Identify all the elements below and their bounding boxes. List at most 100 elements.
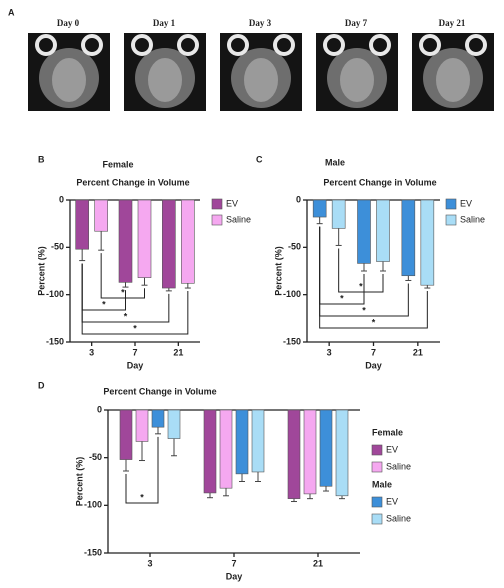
bar	[135, 409, 149, 442]
significance-label: *	[124, 311, 128, 321]
image-label: Day 1	[153, 18, 176, 28]
bar	[137, 199, 152, 278]
bar	[203, 409, 217, 494]
image-label: Day 21	[439, 18, 466, 28]
error-bar	[380, 261, 386, 272]
mri-brain-inner	[52, 58, 86, 102]
bar	[251, 409, 265, 473]
significance-bracket	[338, 248, 384, 293]
y-tick-label: -150	[46, 336, 64, 346]
legend-label: Saline	[386, 513, 411, 523]
bar	[181, 199, 195, 284]
error-bar	[98, 231, 105, 251]
error-bar	[307, 493, 313, 500]
bar	[94, 199, 108, 232]
error-bar	[335, 228, 342, 246]
error-bar	[141, 277, 148, 286]
bar	[357, 199, 371, 264]
image-label: Day 3	[249, 18, 272, 28]
mri-eye	[81, 34, 103, 56]
x-axis-label: Day	[226, 571, 243, 581]
y-tick-label: -150	[283, 336, 301, 346]
mri-eye	[131, 34, 153, 56]
significance-bracket	[81, 263, 189, 335]
x-tick-label: 3	[147, 558, 152, 568]
significance-bracket	[319, 226, 428, 329]
error-bar	[155, 427, 161, 435]
legend-label: Saline	[460, 214, 485, 224]
mri-eye	[465, 34, 487, 56]
legend-label: Saline	[226, 214, 251, 224]
legend-swatch	[371, 496, 383, 508]
y-tick-label: -150	[84, 547, 102, 557]
x-tick-label: 7	[231, 558, 236, 568]
chart-subtitle: Percent Change in Volume	[76, 177, 189, 187]
legend-label: Saline	[386, 461, 411, 471]
legend-label: EV	[386, 496, 398, 506]
y-tick-label: 0	[296, 194, 301, 204]
x-tick-label: 21	[173, 347, 183, 357]
error-bar	[239, 473, 245, 482]
legend-label: EV	[386, 444, 398, 454]
bar	[162, 199, 176, 289]
error-bar	[171, 438, 177, 457]
chart-subtitle: Percent Change in Volume	[323, 177, 436, 187]
error-bar	[223, 488, 229, 497]
mri-eye	[35, 34, 57, 56]
bar	[119, 409, 133, 460]
legend-swatch	[445, 214, 457, 226]
chart-subtitle: Percent Change in Volume	[103, 386, 216, 396]
mri-eye	[273, 34, 295, 56]
significance-label: *	[372, 317, 376, 327]
legend-swatch	[371, 444, 383, 456]
mri-eye	[323, 34, 345, 56]
legend-swatch	[445, 198, 457, 210]
error-bar	[165, 288, 172, 292]
bar	[331, 199, 346, 229]
error-bar	[122, 282, 129, 288]
significance-bracket	[125, 436, 159, 504]
mri-brain-inner	[436, 58, 470, 102]
bar	[420, 199, 435, 286]
mri-brain-inner	[244, 58, 278, 102]
error-bar	[405, 275, 412, 281]
bar	[335, 409, 349, 497]
y-tick-label: -100	[84, 500, 102, 510]
y-tick-label: 0	[59, 194, 64, 204]
legend-group: Male	[372, 479, 392, 489]
y-axis-label: Percent (%)	[74, 457, 84, 507]
panel-label: C	[256, 154, 263, 164]
legend-group: Female	[372, 427, 403, 437]
x-axis-label: Day	[365, 360, 382, 370]
y-axis-label: Percent (%)	[273, 246, 283, 296]
legend-swatch	[211, 198, 223, 210]
bar	[319, 409, 333, 487]
error-bar	[339, 495, 345, 500]
legend-label: EV	[226, 198, 238, 208]
y-tick-label: 0	[97, 404, 102, 414]
bar	[118, 199, 133, 283]
panel-label: B	[38, 154, 45, 164]
legend-label: EV	[460, 198, 472, 208]
legend-swatch	[211, 214, 223, 226]
mri-eye	[419, 34, 441, 56]
mri-eye	[177, 34, 199, 56]
x-tick-label: 21	[313, 558, 323, 568]
error-bar	[424, 285, 431, 289]
bar	[287, 409, 301, 499]
significance-label: *	[340, 293, 344, 303]
legend-swatch	[371, 513, 383, 525]
mri-eye	[369, 34, 391, 56]
y-tick-label: -50	[288, 242, 301, 252]
error-bar	[123, 459, 129, 472]
x-tick-label: 7	[132, 347, 137, 357]
x-tick-label: 21	[413, 347, 423, 357]
image-label: Day 7	[345, 18, 368, 28]
significance-bracket	[100, 253, 145, 299]
mri-brain-inner	[148, 58, 182, 102]
error-bar	[255, 471, 261, 482]
bar	[303, 409, 317, 495]
bar	[151, 409, 165, 428]
error-bar	[207, 492, 213, 499]
